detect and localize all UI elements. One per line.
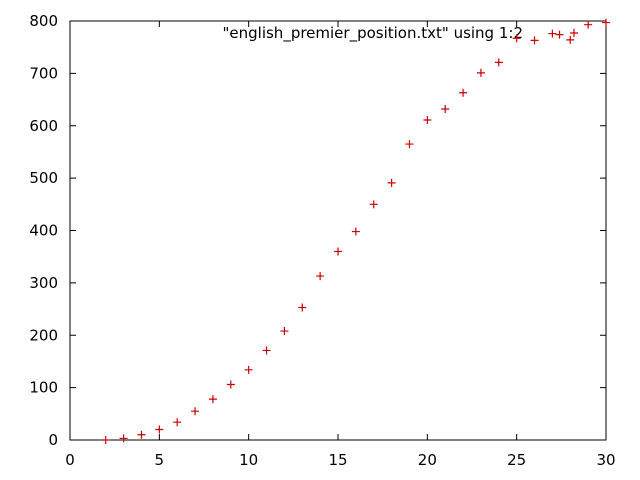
plot-frame bbox=[69, 20, 607, 441]
data-point bbox=[119, 434, 128, 443]
x-tick-label: 30 bbox=[596, 451, 615, 469]
data-points bbox=[101, 18, 610, 444]
data-point bbox=[459, 88, 468, 97]
legend-marker-glyph bbox=[570, 29, 578, 37]
y-tick-label: 500 bbox=[29, 169, 58, 187]
legend: "english_premier_position.txt" using 1:2 bbox=[223, 24, 578, 43]
data-point bbox=[423, 115, 432, 124]
data-point bbox=[244, 365, 253, 374]
data-point bbox=[387, 178, 396, 187]
data-point bbox=[584, 20, 593, 29]
data-point bbox=[101, 436, 110, 444]
y-axis-ticks: 0 100 200 300 400 500 600 700 800 bbox=[29, 12, 606, 449]
data-point bbox=[566, 35, 575, 44]
x-tick-label: 0 bbox=[65, 451, 75, 469]
data-point bbox=[494, 58, 503, 67]
y-tick-label: 200 bbox=[29, 326, 58, 344]
data-point bbox=[530, 36, 539, 45]
data-point bbox=[351, 227, 360, 236]
data-point bbox=[137, 430, 146, 439]
data-point bbox=[476, 68, 485, 77]
data-point bbox=[208, 395, 217, 404]
data-point bbox=[512, 34, 521, 43]
x-axis-ticks: 0 5 10 15 20 25 30 bbox=[65, 21, 616, 469]
data-point bbox=[602, 18, 610, 27]
data-point bbox=[173, 418, 182, 427]
x-tick-label: 25 bbox=[507, 451, 526, 469]
y-tick-label: 700 bbox=[29, 64, 58, 82]
y-tick-label: 100 bbox=[29, 379, 58, 397]
data-point bbox=[548, 29, 557, 38]
legend-marker bbox=[570, 29, 578, 37]
data-point bbox=[334, 247, 342, 256]
y-tick-label: 400 bbox=[29, 222, 58, 240]
data-point bbox=[262, 346, 271, 355]
y-tick-label: 300 bbox=[29, 274, 58, 292]
data-point bbox=[155, 425, 164, 434]
data-point bbox=[441, 104, 450, 113]
data-point bbox=[298, 303, 307, 312]
data-point bbox=[369, 200, 378, 209]
y-tick-label: 0 bbox=[48, 431, 58, 449]
data-point bbox=[405, 140, 414, 149]
x-tick-label: 10 bbox=[239, 451, 258, 469]
y-tick-label: 800 bbox=[29, 12, 58, 30]
x-tick-label: 5 bbox=[155, 451, 165, 469]
legend-label: "english_premier_position.txt" using 1:2 bbox=[223, 24, 524, 43]
data-point bbox=[316, 272, 325, 281]
data-point bbox=[191, 407, 200, 416]
x-tick-label: 20 bbox=[418, 451, 437, 469]
y-tick-label: 600 bbox=[29, 117, 58, 135]
data-point bbox=[280, 327, 289, 336]
data-point bbox=[226, 380, 235, 389]
data-point bbox=[555, 30, 564, 39]
x-tick-label: 15 bbox=[328, 451, 347, 469]
